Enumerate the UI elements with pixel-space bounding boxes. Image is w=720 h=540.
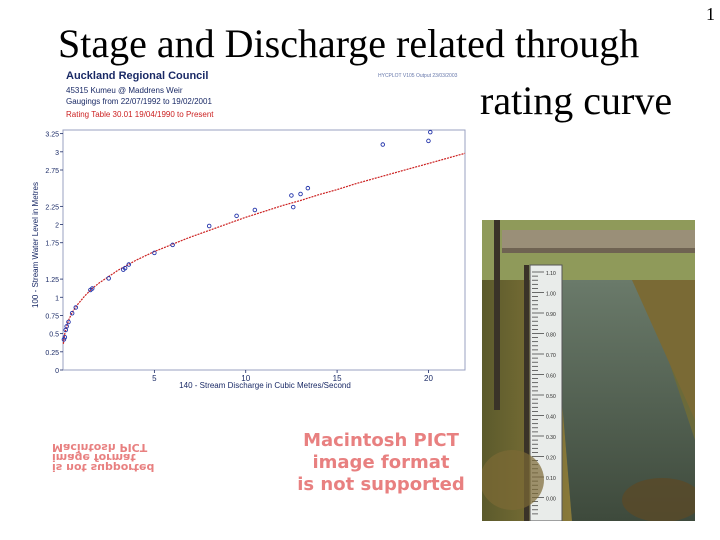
chart-tick-labels: 5 10 15 20 0 0.25 0.5 0.75 1 1.25 1.75 2 2.25 2.75 3 3.… bbox=[45, 132, 433, 383]
staff-gauge-photo-image: 1.10 1.00 0.90 0.80 0.70 0.60 0.50 0.40 0.30 0.20… bbox=[482, 220, 695, 521]
gauge-label: 0.00 bbox=[546, 497, 556, 503]
x-axis-label: 140 - Stream Discharge in Cubic Metres/S… bbox=[179, 381, 351, 390]
gauging-point bbox=[152, 250, 157, 256]
gauging-point bbox=[126, 262, 132, 267]
chart-rating-table: Rating Table 30.01 19/04/1990 to Present bbox=[66, 110, 214, 119]
leaf-litter bbox=[622, 478, 695, 521]
y-tick-label: 1.75 bbox=[45, 241, 59, 248]
gauging-points-series bbox=[61, 129, 433, 342]
pict-line-2: image format bbox=[312, 452, 450, 473]
pict-flipped-line-1: Macintosh PICT bbox=[52, 441, 148, 454]
y-tick-label: 2.75 bbox=[45, 168, 59, 175]
pict-line-3: is not supported bbox=[297, 474, 465, 495]
gauging-point bbox=[380, 142, 386, 147]
gauge-label: 0.10 bbox=[546, 476, 556, 482]
footbridge-edge bbox=[502, 248, 695, 253]
pict-line-1: Macintosh PICT bbox=[303, 430, 459, 451]
x-tick-label: 5 bbox=[152, 374, 157, 383]
y-axis-label: 100 - Stream Water Level in Metres bbox=[31, 182, 40, 308]
chart-site: 45315 Kumeu @ Maddrens Weir bbox=[66, 86, 183, 95]
y-tick-label: 3 bbox=[55, 150, 59, 157]
y-tick-label: 0.75 bbox=[45, 313, 59, 320]
gauging-point bbox=[89, 286, 95, 291]
chart-frame bbox=[62, 129, 466, 371]
slide-title-line-1: Stage and Discharge related through bbox=[58, 21, 640, 66]
y-tick-label: 0 bbox=[55, 368, 59, 375]
staff-gauge-post bbox=[524, 265, 529, 521]
gauge-label: 0.60 bbox=[546, 374, 556, 380]
gauge-label: 0.30 bbox=[546, 435, 556, 441]
y-tick-label: 1 bbox=[55, 295, 59, 302]
gauging-point bbox=[428, 129, 433, 135]
y-tick-label: 2.25 bbox=[45, 204, 59, 211]
pict-placeholder-flipped: is not supported image format Macintosh … bbox=[52, 441, 247, 474]
gauging-point bbox=[62, 335, 68, 340]
chart-grid bbox=[60, 133, 429, 373]
slide-title-line-2: rating curve bbox=[480, 78, 673, 123]
right-bank bbox=[632, 280, 695, 420]
rating-curve-line bbox=[62, 152, 466, 344]
gauging-point bbox=[73, 305, 79, 310]
x-tick-label: 10 bbox=[241, 374, 250, 383]
y-tick-label: 1.25 bbox=[45, 277, 59, 284]
gauging-point bbox=[61, 337, 67, 342]
slide-number: 1 bbox=[706, 4, 715, 24]
y-tick-label: 3.25 bbox=[45, 132, 59, 139]
gauging-point bbox=[305, 185, 311, 191]
gauge-label: 0.80 bbox=[546, 333, 556, 339]
chart-organization: Auckland Regional Council bbox=[66, 70, 209, 82]
gauge-label: 1.00 bbox=[546, 292, 556, 298]
gauging-point bbox=[122, 265, 128, 271]
gauging-point bbox=[289, 193, 294, 198]
y-tick-label: 0.5 bbox=[49, 332, 59, 339]
gauging-point bbox=[206, 223, 212, 229]
gauge-label: 0.90 bbox=[546, 312, 556, 318]
chart-gaugings-range: Gaugings from 22/07/1992 to 19/02/2001 bbox=[66, 97, 212, 106]
gauging-point bbox=[106, 276, 111, 281]
gauging-point bbox=[426, 138, 431, 144]
gauging-point bbox=[290, 204, 296, 210]
gauging-point bbox=[298, 191, 303, 197]
staff-gauge-photo: 1.10 1.00 0.90 0.80 0.70 0.60 0.50 0.40 0.30 0.20… bbox=[482, 220, 695, 521]
y-tick-label: 2 bbox=[55, 223, 59, 230]
gauging-point bbox=[252, 207, 258, 213]
rating-curve-series bbox=[62, 152, 466, 344]
gauge-label: 1.10 bbox=[546, 271, 556, 277]
footbridge bbox=[502, 230, 695, 248]
gauging-point bbox=[66, 319, 71, 325]
x-tick-label: 15 bbox=[333, 374, 342, 383]
y-tick-label: 0.25 bbox=[45, 350, 59, 357]
plot-area-border bbox=[62, 129, 466, 371]
gauge-label: 0.20 bbox=[546, 456, 556, 462]
left-post bbox=[494, 220, 500, 410]
chart-stamp: HYCPLOT V105 Output 23/03/2003 bbox=[378, 73, 458, 79]
pict-placeholder: Macintosh PICT image format is not suppo… bbox=[293, 430, 469, 496]
gauge-label: 0.50 bbox=[546, 394, 556, 400]
gauging-point bbox=[170, 242, 175, 248]
x-tick-label: 20 bbox=[424, 374, 433, 383]
gauging-point bbox=[64, 324, 69, 329]
bank-leaves bbox=[482, 450, 544, 510]
gauge-label: 0.70 bbox=[546, 353, 556, 359]
gauging-point bbox=[69, 311, 75, 316]
gauge-label: 0.40 bbox=[546, 415, 556, 421]
gauging-point bbox=[234, 213, 239, 219]
